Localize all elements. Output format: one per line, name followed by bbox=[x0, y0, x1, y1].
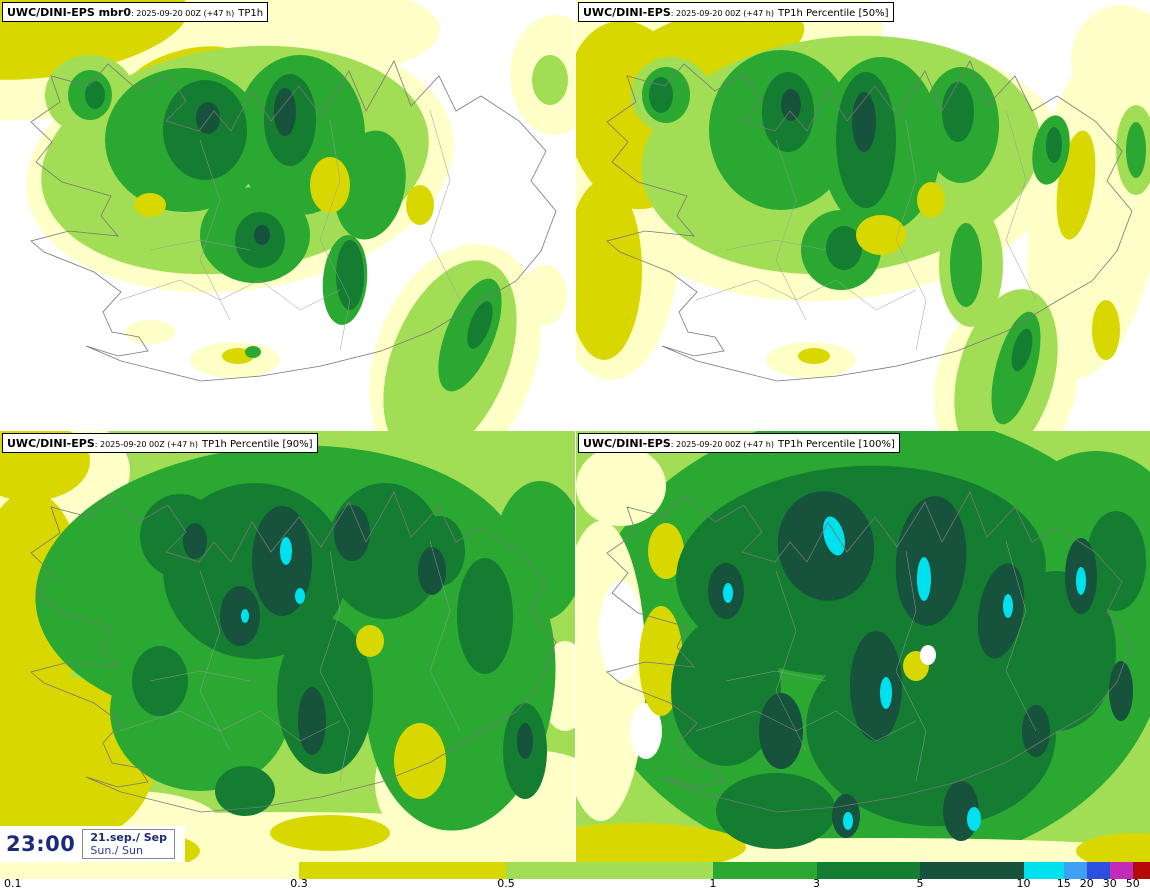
map-panel-p50: UWC/DINI-EPS: 2025-09-20 00Z (+47 h) TP1h… bbox=[575, 0, 1150, 431]
run-info: : 2025-09-20 00Z (+47 h) bbox=[670, 9, 774, 18]
valid-time-box: 23:00 21.sep./ Sep Sun./ Sun bbox=[0, 826, 186, 862]
run-info: : 2025-09-20 00Z (+47 h) bbox=[131, 9, 235, 18]
precip-map-p90 bbox=[0, 431, 575, 862]
legend-label: 3 bbox=[813, 877, 820, 890]
legend-label: 10 bbox=[1016, 877, 1031, 890]
legend-segment bbox=[920, 862, 1024, 879]
legend-label: 20 bbox=[1079, 877, 1094, 890]
legend-segment bbox=[713, 862, 817, 879]
legend-segment bbox=[506, 862, 713, 879]
legend-label: 0.3 bbox=[290, 877, 308, 890]
parameter-label: TP1h Percentile [100%] bbox=[777, 439, 895, 450]
legend-label: 0.5 bbox=[497, 877, 515, 890]
valid-time: 23:00 bbox=[6, 832, 76, 856]
precip-map-p100 bbox=[576, 431, 1150, 862]
legend-segment bbox=[816, 862, 920, 879]
run-info: : 2025-09-20 00Z (+47 h) bbox=[94, 440, 198, 449]
legend-labels: 0.1 0.3 0.5 1 3 5 10 15 20 30 50 bbox=[0, 877, 1150, 891]
model-name: UWC/DINI-EPS bbox=[7, 437, 95, 450]
model-name: UWC/DINI-EPS mbr0 bbox=[7, 6, 131, 19]
legend-segment bbox=[1132, 862, 1150, 879]
valid-date-box: 21.sep./ Sep Sun./ Sun bbox=[82, 829, 176, 859]
legend-label: 30 bbox=[1102, 877, 1117, 890]
legend-label: 0.1 bbox=[4, 877, 22, 890]
panel-grid: UWC/DINI-EPS mbr0: 2025-09-20 00Z (+47 h… bbox=[0, 0, 1150, 862]
panel-title-p50: UWC/DINI-EPS: 2025-09-20 00Z (+47 h) TP1h… bbox=[578, 2, 894, 22]
parameter-label: TP1h bbox=[238, 8, 264, 19]
legend-segment bbox=[1086, 862, 1110, 879]
run-info: : 2025-09-20 00Z (+47 h) bbox=[670, 440, 774, 449]
panel-title-p90: UWC/DINI-EPS: 2025-09-20 00Z (+47 h) TP1h… bbox=[2, 433, 318, 453]
precip-legend: 0.1 0.3 0.5 1 3 5 10 15 20 30 50 bbox=[0, 862, 1150, 891]
map-panel-p90: UWC/DINI-EPS: 2025-09-20 00Z (+47 h) TP1h… bbox=[0, 431, 575, 862]
valid-date: 21.sep./ Sep bbox=[90, 831, 168, 844]
valid-day: Sun./ Sun bbox=[90, 844, 143, 857]
legend-segment bbox=[299, 862, 506, 879]
legend-label: 50 bbox=[1125, 877, 1140, 890]
legend-segment bbox=[0, 862, 299, 879]
legend-segment bbox=[1063, 862, 1087, 879]
model-name: UWC/DINI-EPS bbox=[583, 437, 671, 450]
map-panel-p100: UWC/DINI-EPS: 2025-09-20 00Z (+47 h) TP1h… bbox=[575, 431, 1150, 862]
precip-map-p50 bbox=[576, 0, 1150, 431]
legend-segment bbox=[1023, 862, 1064, 879]
legend-segment bbox=[1109, 862, 1133, 879]
legend-label: 5 bbox=[916, 877, 924, 890]
legend-label: 1 bbox=[709, 877, 717, 890]
map-panel-mbr0: UWC/DINI-EPS mbr0: 2025-09-20 00Z (+47 h… bbox=[0, 0, 575, 431]
parameter-label: TP1h Percentile [90%] bbox=[201, 439, 313, 450]
precip-map-mbr0 bbox=[0, 0, 575, 431]
legend-label: 15 bbox=[1056, 877, 1071, 890]
panel-title-mbr0: UWC/DINI-EPS mbr0: 2025-09-20 00Z (+47 h… bbox=[2, 2, 269, 22]
parameter-label: TP1h Percentile [50%] bbox=[777, 8, 889, 19]
panel-title-p100: UWC/DINI-EPS: 2025-09-20 00Z (+47 h) TP1h… bbox=[578, 433, 900, 453]
model-name: UWC/DINI-EPS bbox=[583, 6, 671, 19]
legend-bar bbox=[0, 862, 1150, 879]
